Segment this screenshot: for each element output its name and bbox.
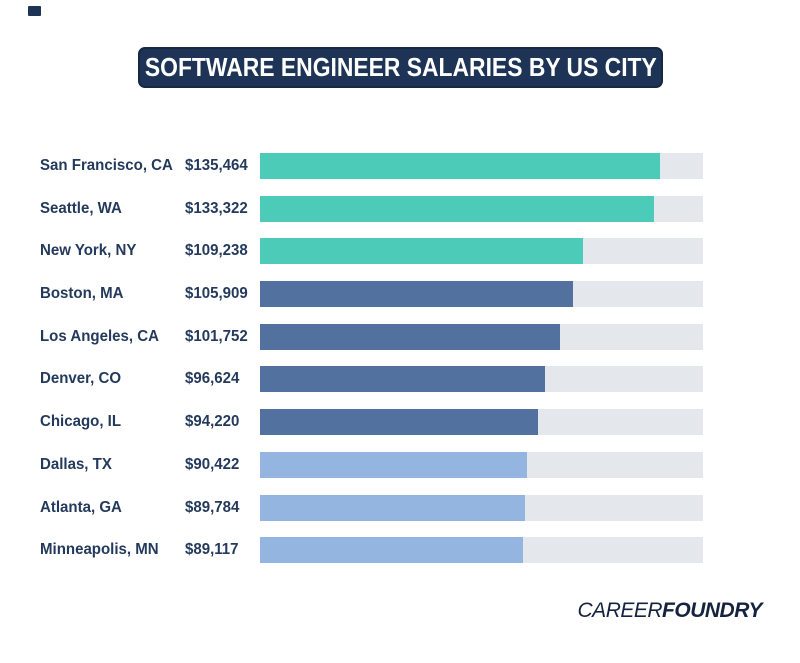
careerfoundry-logo: CAREERFOUNDRY — [577, 599, 763, 623]
city-label: Boston, MA — [40, 285, 124, 303]
bar-fill — [260, 281, 573, 308]
title-banner: SOFTWARE ENGINEER SALARIES BY US CITY — [138, 47, 663, 88]
city-label: Minneapolis, MN — [40, 541, 159, 559]
chart-row: Minneapolis, MN $89,117 — [0, 537, 800, 564]
city-label: Denver, CO — [40, 370, 122, 388]
bar-track — [260, 494, 703, 521]
bar-track — [260, 195, 703, 222]
bar-fill — [260, 409, 539, 436]
bar-fill — [260, 494, 526, 521]
chart-row: Los Angeles, CA $101,752 — [0, 323, 800, 350]
city-label: Dallas, TX — [40, 455, 112, 473]
city-label: Chicago, IL — [40, 413, 122, 431]
corner-mark — [28, 6, 41, 16]
salary-value-label: $109,238 — [185, 242, 248, 260]
bar-track — [260, 409, 703, 436]
city-label: Seattle, WA — [40, 199, 122, 217]
chart-row: Atlanta, GA $89,784 — [0, 494, 800, 521]
bar-track — [260, 153, 703, 179]
city-label: Los Angeles, CA — [40, 327, 159, 345]
salary-value-label: $90,422 — [185, 455, 240, 473]
bar-fill — [260, 153, 661, 179]
bar-track — [260, 366, 703, 393]
chart-row: Chicago, IL $94,220 — [0, 409, 800, 436]
bar-track — [260, 323, 703, 350]
salary-value-label: $89,784 — [185, 498, 240, 516]
salary-value-label: $135,464 — [185, 157, 248, 174]
bar-track — [260, 238, 703, 265]
bar-fill — [260, 366, 546, 393]
salary-value-label: $96,624 — [185, 370, 240, 388]
logo-text-career: CAREER — [577, 599, 663, 622]
chart-row: Denver, CO $96,624 — [0, 366, 800, 393]
logo-text-foundry: FOUNDRY — [662, 599, 762, 622]
city-label: New York, NY — [40, 242, 137, 260]
salary-value-label: $101,752 — [185, 327, 248, 345]
bar-fill — [260, 323, 561, 350]
bar-track — [260, 451, 703, 478]
bar-track — [260, 281, 703, 308]
chart-row: San Francisco, CA $135,464 — [0, 153, 800, 179]
page-title: SOFTWARE ENGINEER SALARIES BY US CITY — [144, 52, 657, 82]
city-label: Atlanta, GA — [40, 498, 122, 516]
chart-row: Boston, MA $105,909 — [0, 281, 800, 308]
chart-row: Seattle, WA $133,322 — [0, 195, 800, 222]
bar-fill — [260, 195, 654, 222]
bar-track — [260, 537, 703, 564]
chart-row: New York, NY $109,238 — [0, 238, 800, 265]
salary-bar-chart: San Francisco, CA $135,464 Seattle, WA $133… — [0, 153, 800, 580]
salary-value-label: $105,909 — [185, 285, 248, 303]
bar-fill — [260, 451, 528, 478]
bar-fill — [260, 238, 583, 265]
chart-row: Dallas, TX $90,422 — [0, 451, 800, 478]
salary-value-label: $94,220 — [185, 413, 240, 431]
bar-fill — [260, 537, 524, 564]
salary-value-label: $89,117 — [185, 541, 239, 559]
salary-value-label: $133,322 — [185, 199, 248, 217]
city-label: San Francisco, CA — [40, 157, 173, 174]
